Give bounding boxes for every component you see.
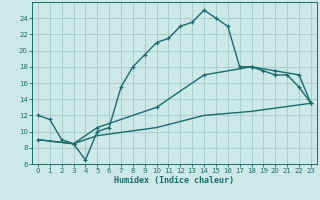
X-axis label: Humidex (Indice chaleur): Humidex (Indice chaleur)	[115, 176, 234, 185]
